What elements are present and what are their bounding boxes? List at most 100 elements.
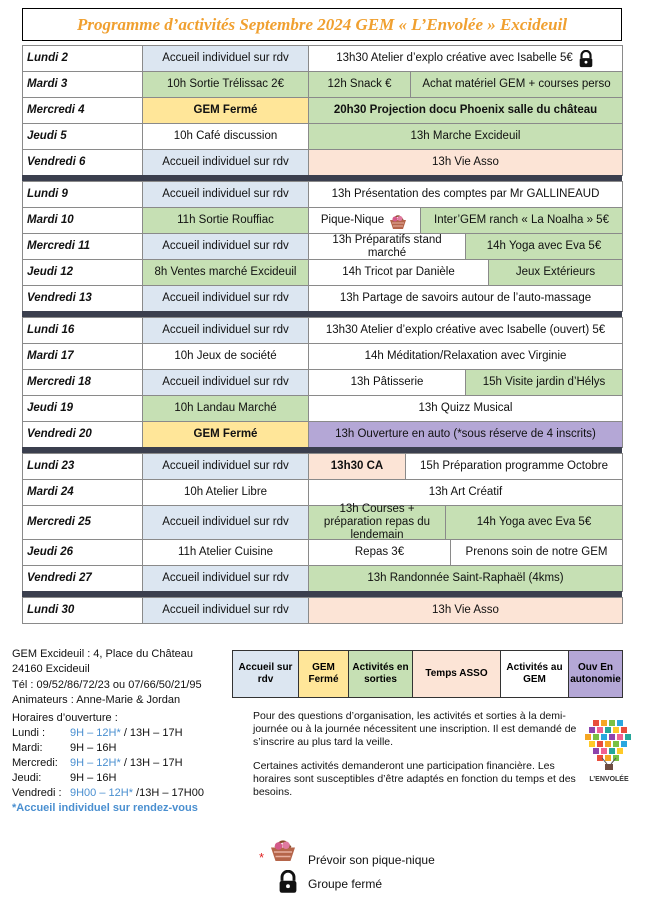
activity-cell: 13h Préparatifs stand marché [308, 233, 466, 260]
activity-text: 13h Marche Excideuil [410, 130, 521, 142]
hours-text: / 13H – 17H [120, 727, 183, 739]
activity-cell: 20h30 Projection docu Phoenix salle du c… [308, 97, 623, 124]
activity-cell: 10h Jeux de société [142, 343, 309, 370]
activity-cell: Accueil individuel sur rdv [142, 233, 309, 260]
activity-text: Accueil individuel sur rdv [162, 292, 289, 304]
day-label: Jeudi 26 [22, 539, 143, 566]
hours-line: 9H – 12H* / 13H – 17H [70, 727, 183, 739]
activity-text: 20h30 Projection docu Phoenix salle du c… [333, 104, 598, 116]
activity-text: 13h Présentation des comptes par Mr GALL… [331, 188, 600, 200]
activity-cell: 13h Présentation des comptes par Mr GALL… [308, 181, 623, 208]
activity-cell: 10h Landau Marché [142, 395, 309, 422]
week-separator [22, 175, 622, 181]
hours-line: 9H00 – 12H* /13H – 17H00 [70, 787, 204, 799]
activity-text: 8h Ventes marché Excideuil [154, 266, 297, 278]
activity-text: Prenons soin de notre GEM [465, 546, 608, 558]
activity-text: 13h Art Créatif [428, 486, 503, 498]
activity-text: 13h Randonnée Saint-Raphaël (4kms) [367, 572, 564, 584]
activity-text: 13h Vie Asso [432, 604, 499, 616]
hours-day: Mardi: [12, 742, 43, 754]
activity-text: Repas 3€ [354, 546, 405, 558]
activity-text: Accueil individuel sur rdv [162, 572, 289, 584]
activity-text: 13h Partage de savoirs autour de l’auto-… [339, 292, 592, 304]
activity-text: Accueil individuel sur rdv [162, 324, 289, 336]
legend-box: Temps ASSO [412, 650, 501, 698]
legend-box: Ouv En autonomie [568, 650, 623, 698]
activity-text: 14h Yoga avec Eva 5€ [476, 516, 592, 528]
activity-text: 15h Visite jardin d’Hélys [482, 376, 606, 388]
activity-text: Jeux Extérieurs [515, 266, 596, 278]
day-label: Mardi 3 [22, 71, 143, 98]
activity-cell: 13h Marche Excideuil [308, 123, 623, 150]
activity-cell: Accueil individuel sur rdv [142, 565, 309, 592]
activity-text: 10h Atelier Libre [183, 486, 268, 498]
activity-cell: 13h Partage de savoirs autour de l’auto-… [308, 285, 623, 312]
day-label: Jeudi 19 [22, 395, 143, 422]
asterisk: * [259, 850, 265, 865]
activity-text: Accueil individuel sur rdv [162, 376, 289, 388]
activity-cell: 13h Vie Asso [308, 597, 623, 624]
note-paragraph: Certaines activités demanderont une part… [253, 760, 576, 798]
activity-text: Accueil individuel sur rdv [162, 52, 289, 64]
activity-cell: 13h Ouverture en auto (*sous réserve de … [308, 421, 623, 448]
activity-cell: 13h Courses + préparation repas du lende… [308, 503, 446, 541]
activity-text: 11h Sortie Rouffiac [177, 214, 274, 226]
activity-cell: Accueil individuel sur rdv [142, 181, 309, 208]
activity-text: Accueil individuel sur rdv [162, 604, 289, 616]
hours-text: /13H – 17H00 [133, 787, 204, 799]
activity-text: 13h Vie Asso [432, 156, 499, 168]
activity-cell: 14h Méditation/Relaxation avec Virginie [308, 343, 623, 370]
activity-cell: 11h Sortie Rouffiac [142, 207, 309, 234]
activity-cell: GEM Fermé [142, 421, 309, 448]
activity-text: Accueil individuel sur rdv [162, 188, 289, 200]
day-label: Jeudi 5 [22, 123, 143, 150]
activity-cell: Accueil individuel sur rdv [142, 45, 309, 72]
activity-text: Accueil individuel sur rdv [162, 516, 289, 528]
hours-text: 9H – 16H [70, 742, 117, 754]
activity-cell: Pique-Nique [308, 207, 421, 234]
legend-box: Activités en sorties [348, 650, 413, 698]
hours-morning: 9H00 – 12H* [70, 787, 133, 799]
lock-icon [579, 49, 593, 67]
day-label: Vendredi 27 [22, 565, 143, 592]
activity-cell: 11h Atelier Cuisine [142, 539, 309, 566]
legend-box: Accueil sur rdv [232, 650, 299, 698]
activity-cell: GEM Fermé [142, 97, 309, 124]
day-label: Lundi 9 [22, 181, 143, 208]
activity-text: 10h Sortie Trélissac 2€ [167, 78, 284, 90]
week-separator [22, 447, 622, 453]
activity-text: 12h Snack € [327, 78, 392, 90]
logo-graphic [585, 720, 631, 770]
day-label: Mercredi 11 [22, 233, 143, 260]
hours-day: Vendredi : [12, 787, 62, 799]
activity-text: 13h Préparatifs stand marché [332, 233, 442, 259]
activity-text: Accueil individuel sur rdv [162, 156, 289, 168]
day-label: Mercredi 18 [22, 369, 143, 396]
activity-text: 10h Café discussion [173, 130, 278, 142]
activity-cell: 13h Quizz Musical [308, 395, 623, 422]
activity-cell: 13h30 Atelier d’explo créative avec Isab… [308, 317, 623, 344]
day-label: Lundi 16 [22, 317, 143, 344]
lock-caption: Groupe fermé [308, 877, 383, 891]
activity-cell: 13h Randonnée Saint-Raphaël (4kms) [308, 565, 623, 592]
activity-cell: Accueil individuel sur rdv [142, 317, 309, 344]
day-label: Vendredi 20 [22, 421, 143, 448]
activity-text: 14h Méditation/Relaxation avec Virginie [364, 350, 567, 362]
week-separator [22, 591, 622, 597]
activity-text: 10h Jeux de société [174, 350, 277, 362]
activity-text: GEM Fermé [193, 104, 258, 116]
activity-text: 13h Pâtisserie [350, 376, 424, 388]
day-label: Mercredi 4 [22, 97, 143, 124]
contact-line: 24160 Excideuil [12, 663, 90, 675]
activity-text: 14h Yoga avec Eva 5€ [486, 240, 602, 252]
activity-cell: 10h Café discussion [142, 123, 309, 150]
day-label: Vendredi 13 [22, 285, 143, 312]
activity-cell: Accueil individuel sur rdv [142, 505, 309, 540]
activity-text: 13h Quizz Musical [418, 402, 513, 414]
activity-cell: 10h Atelier Libre [142, 479, 309, 506]
activity-cell: 13h Pâtisserie [308, 369, 466, 396]
day-label: Lundi 30 [22, 597, 143, 624]
hours-line: 9H – 12H* / 13H – 17H [70, 757, 183, 769]
note-paragraph: Pour des questions d’organisation, les a… [253, 710, 577, 748]
activity-cell: Accueil individuel sur rdv [142, 369, 309, 396]
